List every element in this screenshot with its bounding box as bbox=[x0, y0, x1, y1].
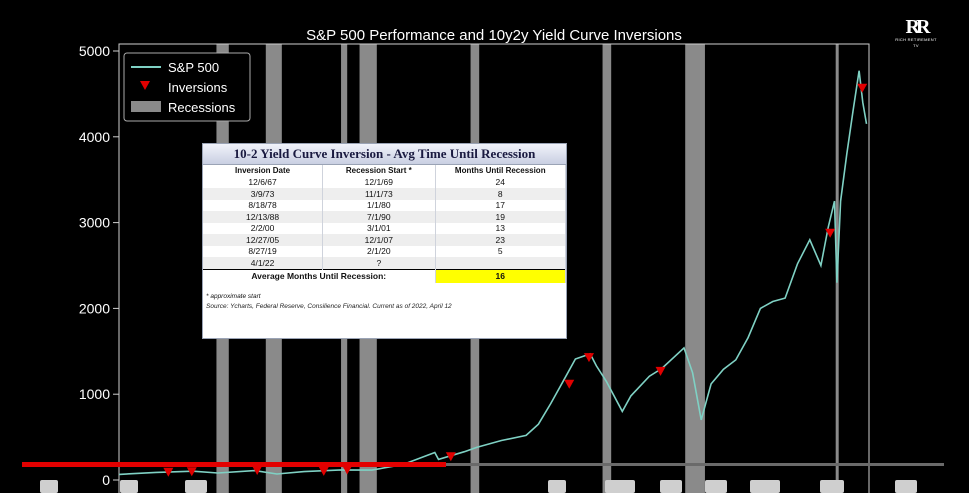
table-row: 2/2/00 3/1/01 13 bbox=[203, 222, 566, 234]
table-cell: 23 bbox=[435, 234, 566, 246]
table-cell: 4/1/22 bbox=[203, 257, 324, 269]
theater-icon[interactable] bbox=[750, 480, 780, 493]
table-source: Source: Ycharts, Federal Reserve, Consil… bbox=[206, 302, 452, 310]
table-row: 3/9/73 11/1/73 8 bbox=[203, 188, 566, 200]
table-note: * approximate start bbox=[206, 292, 261, 300]
cast-icon[interactable] bbox=[820, 480, 844, 493]
settings-icon[interactable] bbox=[660, 480, 682, 493]
y-axis: 0 1000 2000 3000 4000 5000 bbox=[79, 43, 119, 488]
play-icon[interactable] bbox=[40, 480, 58, 493]
inversion-marker bbox=[252, 465, 263, 475]
table-cell: 5 bbox=[435, 245, 566, 257]
y-tick-label: 2000 bbox=[79, 300, 110, 316]
next-icon[interactable] bbox=[120, 480, 138, 493]
average-label: Average Months Until Recession: bbox=[203, 268, 436, 283]
average-value: 16 bbox=[435, 268, 566, 283]
table-cell: 3/1/01 bbox=[322, 222, 436, 234]
table-row: 4/1/22? bbox=[203, 257, 566, 269]
table-title: 10-2 Yield Curve Inversion - Avg Time Un… bbox=[203, 144, 566, 165]
inversion-marker bbox=[655, 366, 666, 376]
table-row: 12/13/88 7/1/90 19 bbox=[203, 211, 566, 223]
inversion-marker bbox=[583, 353, 594, 363]
table-row: 8/27/19 2/1/20 5 bbox=[203, 245, 566, 257]
table-grid: Inversion Date Recession Start * Months … bbox=[203, 165, 566, 283]
table-cell: 17 bbox=[435, 199, 566, 211]
table-row: 8/18/78 1/1/80 17 bbox=[203, 199, 566, 211]
table-row: 12/27/05 12/1/07 23 bbox=[203, 234, 566, 246]
table-cell: 24 bbox=[435, 176, 566, 188]
y-tick-label: 5000 bbox=[79, 43, 110, 59]
table-cell: 3/9/73 bbox=[203, 188, 324, 200]
plot-frame bbox=[118, 43, 870, 493]
legend-recession-swatch bbox=[131, 101, 161, 112]
table-cell: 12/6/67 bbox=[203, 176, 324, 188]
y-tick-label: 3000 bbox=[79, 215, 110, 231]
table-cell: 13 bbox=[435, 222, 566, 234]
table-cell: 12/27/05 bbox=[203, 234, 324, 246]
inversion-marker bbox=[318, 466, 329, 476]
inversion-marker bbox=[342, 465, 353, 475]
fullscreen-icon[interactable] bbox=[895, 480, 917, 493]
header-months-until: Months Until Recession bbox=[435, 165, 566, 177]
table-cell: 8 bbox=[435, 188, 566, 200]
logo-mark: RR bbox=[905, 16, 931, 38]
video-progress-fill[interactable] bbox=[22, 462, 447, 467]
y-tick-label: 4000 bbox=[79, 129, 110, 145]
subtitles-icon[interactable] bbox=[605, 480, 635, 493]
sp500-line bbox=[118, 70, 868, 476]
y-tick-label: 0 bbox=[102, 472, 110, 488]
volume-icon[interactable] bbox=[185, 480, 207, 493]
legend-label-inversions: Inversions bbox=[168, 80, 228, 95]
table-cell: 1/1/80 bbox=[322, 199, 436, 211]
miniplayer-icon[interactable] bbox=[705, 480, 727, 493]
table-cell: 2/2/00 bbox=[203, 222, 324, 234]
table-cell: ? bbox=[322, 257, 436, 269]
inversion-marker bbox=[186, 467, 197, 477]
logo-text: RICH RETIREMENT TV bbox=[895, 37, 937, 48]
average-row: Average Months Until Recession: 16 bbox=[203, 268, 566, 283]
legend: S&P 500 Inversions Recessions bbox=[123, 52, 251, 122]
table-cell: 12/1/69 bbox=[322, 176, 436, 188]
table-cell: 19 bbox=[435, 211, 566, 223]
header-inversion-date: Inversion Date bbox=[203, 165, 324, 177]
table-body: 12/6/67 12/1/69 24 3/9/73 11/1/73 8 8/18/78 1/1… bbox=[203, 176, 566, 283]
chart-title: S&P 500 Performance and 10y2y Yield Curv… bbox=[306, 27, 682, 44]
table-cell: 8/18/78 bbox=[203, 199, 324, 211]
legend-inversion-icon bbox=[140, 81, 150, 90]
legend-label-recessions: Recessions bbox=[168, 100, 236, 115]
header-recession-start: Recession Start * bbox=[322, 165, 436, 177]
table-cell: 11/1/73 bbox=[322, 188, 436, 200]
table-cell: 8/27/19 bbox=[203, 245, 324, 257]
y-tick-label: 1000 bbox=[79, 386, 110, 402]
recession-band bbox=[602, 44, 612, 493]
table-cell: 2/1/20 bbox=[322, 245, 436, 257]
legend-label-sp500: S&P 500 bbox=[168, 60, 219, 75]
inversion-marker bbox=[825, 228, 836, 238]
inversion-marker bbox=[564, 379, 575, 389]
inversion-table: 10-2 Yield Curve Inversion - Avg Time Un… bbox=[202, 143, 567, 339]
channel-logo: RR RICH RETIREMENT TV bbox=[893, 17, 939, 49]
autoplay-icon[interactable] bbox=[548, 480, 566, 493]
table-cell: 12/13/88 bbox=[203, 211, 324, 223]
inversion-markers bbox=[163, 83, 868, 477]
inversion-marker bbox=[857, 83, 868, 93]
table-cell bbox=[435, 257, 566, 269]
table-header-row: Inversion Date Recession Start * Months … bbox=[203, 165, 566, 177]
table-row: 12/6/67 12/1/69 24 bbox=[203, 176, 566, 188]
table-cell: 12/1/07 bbox=[322, 234, 436, 246]
inversion-marker bbox=[445, 452, 456, 462]
inversion-marker bbox=[163, 467, 174, 477]
table-cell: 7/1/90 bbox=[322, 211, 436, 223]
video-progress-track[interactable] bbox=[22, 463, 944, 466]
recession-band bbox=[685, 44, 705, 493]
